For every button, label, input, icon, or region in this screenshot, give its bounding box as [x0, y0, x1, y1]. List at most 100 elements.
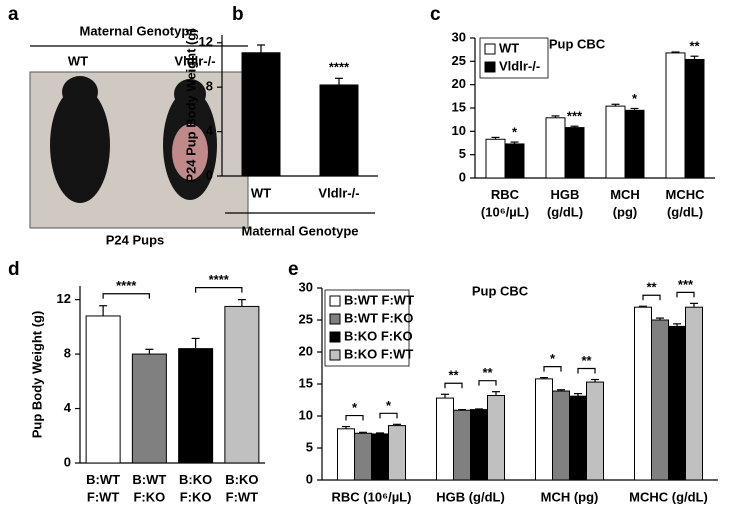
error-bar [99, 305, 108, 316]
mouse-wt [50, 87, 110, 203]
x-tick-label: MCH (pg) [541, 489, 599, 504]
error-bar [639, 305, 647, 308]
y-tick-label: 4 [206, 123, 214, 138]
x-tick-label: B:KO F:WT [225, 472, 258, 505]
bar [371, 433, 389, 481]
bar [319, 84, 359, 177]
bar [337, 428, 355, 481]
legend-label: B:KO F:WT [344, 346, 413, 361]
bar [241, 52, 281, 177]
y-tick-label: 20 [299, 343, 313, 358]
y-axis-label: P24 Pup Body Weight (g) [183, 28, 198, 182]
bracket [577, 367, 596, 374]
y-tick-label: 30 [299, 279, 313, 294]
x-tick-label: B:KO F:KO [179, 472, 212, 505]
bar [131, 353, 167, 464]
y-tick-label: 30 [452, 29, 466, 44]
legend-swatch [329, 331, 341, 343]
bar [684, 58, 705, 179]
x-tick-label: WT [251, 185, 271, 200]
sig-label: * [632, 91, 638, 106]
bar [504, 143, 525, 179]
panel-label: b [232, 4, 244, 25]
error-bar [570, 125, 579, 128]
error-bar [257, 44, 265, 53]
error-bar [551, 115, 560, 118]
mouse-skin [172, 124, 208, 180]
bar [634, 306, 652, 481]
bar [485, 138, 506, 179]
bar [470, 409, 488, 481]
sig-label: *** [678, 277, 694, 292]
error-bar [540, 377, 548, 379]
y-tick-label: 0 [206, 167, 213, 182]
panel-a: a Maternal Genotype WT Vldlr-/- P24 Pups [8, 4, 249, 247]
bar [224, 305, 260, 464]
bar [545, 117, 566, 179]
legend-label: B:KO F:KO [344, 328, 413, 343]
y-tick-label: 5 [306, 439, 313, 454]
y-tick-label: 15 [299, 375, 313, 390]
x-tick-label: HGB (g/dL) [436, 489, 505, 504]
chart-title: Pup CBC [549, 36, 606, 51]
mouse-head [174, 79, 206, 109]
error-bar [690, 302, 698, 308]
y-tick-label: 12 [57, 291, 71, 306]
chart-title: Pup CBC [472, 283, 529, 298]
y-tick-label: 0 [459, 169, 466, 184]
x-tick-label: RBC (10⁶/µL) [481, 187, 529, 220]
sig-label: * [352, 400, 358, 415]
photo-label: Vldlr-/- [174, 53, 215, 68]
y-tick-label: 5 [459, 146, 466, 161]
bar [535, 378, 553, 481]
bracket [676, 291, 695, 298]
bracket [642, 294, 661, 301]
error-bar [492, 391, 500, 396]
bar [85, 315, 121, 464]
bar [586, 381, 604, 481]
error-bar [591, 378, 599, 383]
bar [668, 325, 686, 481]
error-bar [237, 299, 246, 307]
error-bar [673, 323, 681, 327]
bracket [543, 366, 562, 372]
sig-label: **** [209, 272, 230, 287]
panel-label: c [430, 4, 441, 25]
bar [624, 109, 645, 179]
y-tick-label: 10 [299, 407, 313, 422]
legend-swatch [484, 61, 496, 73]
photo-label: WT [68, 53, 88, 68]
error-bar [441, 393, 449, 399]
error-bar [342, 425, 350, 429]
x-tick-label: MCHC (g/dL) [666, 187, 706, 220]
sig-label: ** [448, 368, 459, 383]
sig-label: *** [567, 109, 583, 124]
caption: P24 Pups [106, 232, 165, 247]
legend-swatch [329, 349, 341, 361]
legend-label: B:WT F:WT [344, 292, 414, 307]
error-bar [491, 136, 500, 140]
sig-label: ** [689, 39, 700, 54]
y-tick-label: 20 [452, 76, 466, 91]
y-tick-label: 25 [452, 53, 466, 68]
x-tick-label: Vldlr-/- [318, 185, 359, 200]
error-bar [630, 107, 639, 111]
panel-label: e [288, 259, 299, 280]
bar [569, 395, 587, 481]
error-bar [671, 51, 680, 53]
error-bar [191, 337, 200, 349]
legend-swatch [484, 43, 496, 55]
y-tick-label: 15 [452, 99, 466, 114]
y-tick-label: 12 [199, 34, 213, 49]
error-bar [335, 77, 343, 85]
x-tick-label: MCHC (g/dL) [629, 489, 708, 504]
sig-label: ** [482, 365, 493, 380]
bar [651, 319, 669, 481]
y-tick-label: 25 [299, 311, 313, 326]
bar [552, 390, 570, 481]
bar [685, 306, 703, 481]
legend-label: B:WT F:KO [344, 310, 413, 325]
error-bar [510, 141, 519, 144]
y-tick-label: 10 [452, 123, 466, 138]
